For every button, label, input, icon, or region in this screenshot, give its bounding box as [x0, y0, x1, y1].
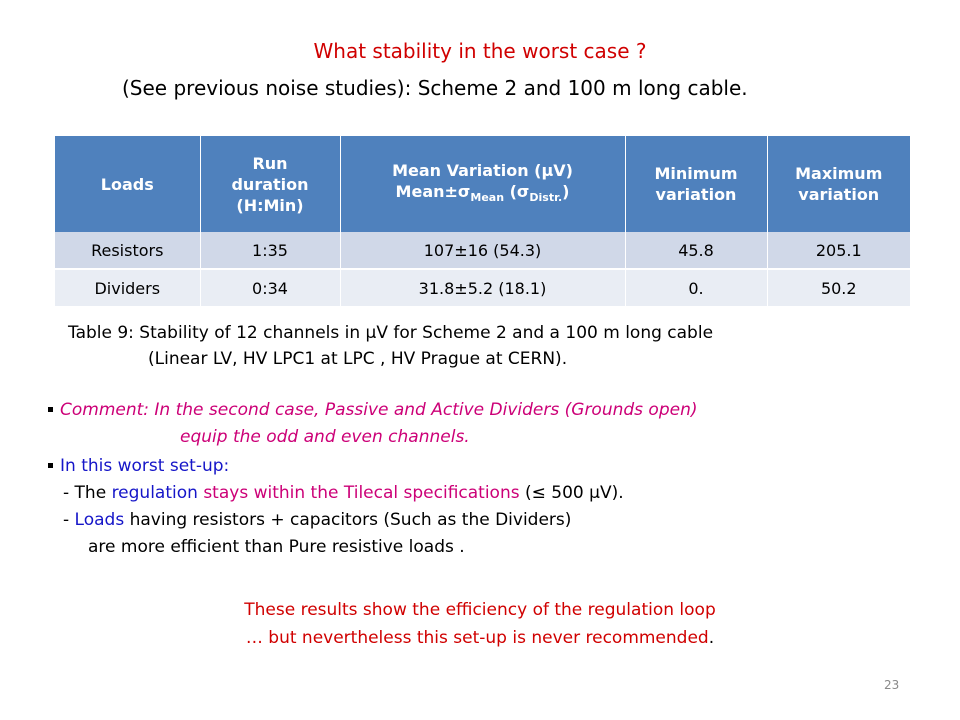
cell-duration: 0:34 — [200, 269, 341, 306]
cell-min: 0. — [625, 269, 768, 306]
worst-setup-intro: In this worst set-up: — [60, 456, 230, 476]
table-row: Dividers 0:34 31.8±5.2 (18.1) 0. 50.2 — [55, 269, 910, 306]
slide-number: 23 — [884, 678, 900, 692]
cell-min: 45.8 — [625, 232, 768, 270]
conclusion-line2: … but nevertheless this set-up is never … — [245, 628, 715, 648]
slide-subtitle: (See previous noise studies): Scheme 2 a… — [122, 76, 748, 100]
table-row: Resistors 1:35 107±16 (54.3) 45.8 205.1 — [55, 232, 910, 270]
cell-max: 50.2 — [767, 269, 910, 306]
cell-max: 205.1 — [767, 232, 910, 270]
stability-table: Loads Run duration (H:Min) Mean Variatio… — [55, 136, 910, 306]
header-minimum-variation: Minimum variation — [625, 136, 768, 232]
worst-setup-item1: - The regulation stays within the Tileca… — [63, 483, 624, 503]
worst-setup-item2: - Loads having resistors + capacitors (S… — [63, 510, 572, 530]
cell-mean: 31.8±5.2 (18.1) — [340, 269, 626, 306]
cell-mean: 107±16 (54.3) — [340, 232, 626, 270]
header-mean-variation: Mean Variation (µV) Mean±σMean (σDistr.) — [340, 136, 626, 232]
table-header-row: Loads Run duration (H:Min) Mean Variatio… — [55, 136, 910, 232]
slide-title: What stability in the worst case ? — [313, 39, 647, 63]
comment-line1: Comment: In the second case, Passive and… — [60, 400, 698, 420]
table-caption-continued: (Linear LV, HV LPC1 at LPC , HV Prague a… — [148, 349, 568, 369]
table-caption: Table 9: Stability of 12 channels in µV … — [68, 323, 714, 343]
conclusion-line1: These results show the efficiency of the… — [244, 600, 716, 620]
header-maximum-variation: Maximum variation — [767, 136, 910, 232]
header-run-duration: Run duration (H:Min) — [200, 136, 341, 232]
worst-setup-item2-continued: are more efficient than Pure resistive l… — [88, 537, 465, 557]
stays-within-spec: stays within the Tilecal specifications — [203, 483, 520, 503]
regulation-term: regulation — [111, 483, 198, 503]
cell-loads: Resistors — [55, 232, 201, 270]
comment-line2: equip the odd and even channels. — [180, 427, 470, 447]
cell-duration: 1:35 — [200, 232, 341, 270]
bullet-icon — [48, 407, 53, 412]
header-loads: Loads — [55, 136, 201, 232]
loads-term: Loads — [74, 510, 125, 530]
cell-loads: Dividers — [55, 269, 201, 306]
bullet-icon — [48, 463, 53, 468]
